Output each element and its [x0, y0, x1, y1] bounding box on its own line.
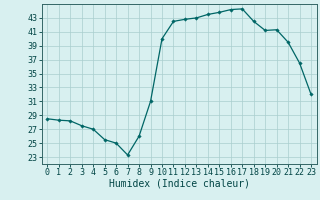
X-axis label: Humidex (Indice chaleur): Humidex (Indice chaleur) — [109, 179, 250, 189]
